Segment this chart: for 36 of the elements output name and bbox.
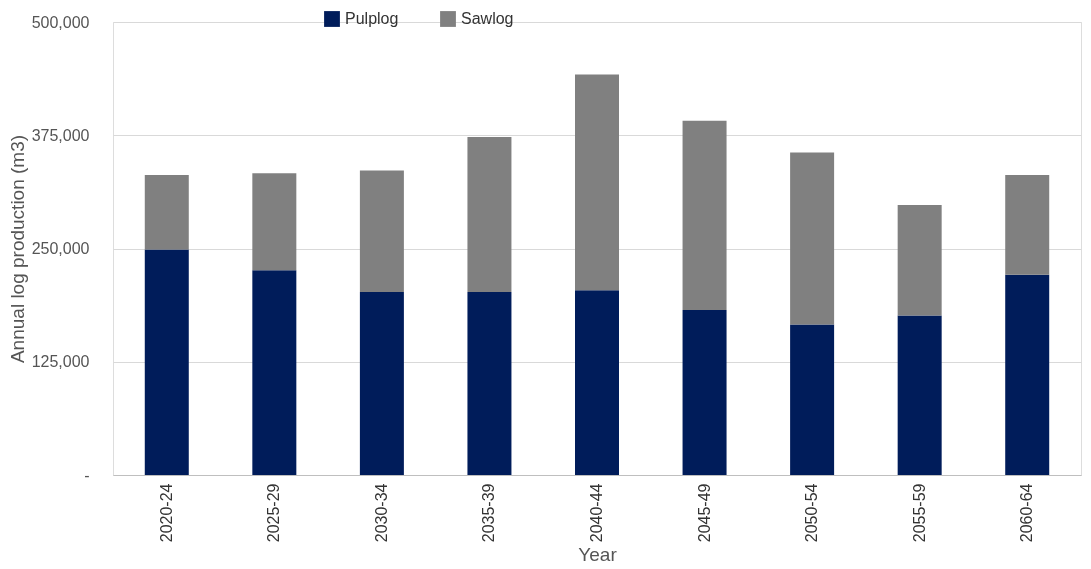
bar — [575, 74, 619, 291]
bar — [897, 205, 942, 316]
y-tick-label: - — [84, 466, 90, 484]
y-axis-title: Annual log production (m3) — [6, 134, 28, 364]
bar — [359, 170, 404, 292]
x-tick-label: 2030-34 — [372, 483, 390, 543]
x-tick-label: 2040-44 — [588, 483, 605, 543]
bar — [359, 291, 404, 475]
bar — [1005, 175, 1050, 275]
bar — [252, 270, 297, 475]
bar — [144, 249, 189, 475]
bar — [1005, 274, 1050, 475]
bar — [790, 324, 835, 475]
y-tick-label: 375,000 — [31, 126, 90, 144]
bar — [467, 291, 512, 475]
bar — [575, 290, 619, 475]
bar — [682, 120, 727, 311]
x-tick-label: 2055-59 — [910, 483, 928, 543]
bar — [897, 315, 942, 475]
bar — [790, 152, 835, 325]
legend-label: Pulplog — [345, 10, 399, 27]
bar — [144, 175, 189, 250]
bar — [682, 310, 727, 475]
x-tick-label: 2060-64 — [1018, 483, 1036, 543]
x-tick-label: 2020-24 — [157, 483, 175, 543]
x-axis-title: Year — [578, 544, 618, 566]
x-tick-label: 2045-49 — [695, 483, 713, 543]
legend-label: Sawlog — [461, 10, 514, 27]
y-tick-label: 500,000 — [31, 13, 90, 31]
y-tick-label: 125,000 — [31, 353, 90, 371]
y-tick-label: 250,000 — [31, 240, 90, 257]
x-tick-label: 2050-54 — [803, 483, 821, 543]
bar — [252, 173, 297, 271]
x-tick-label: 2025-29 — [265, 483, 283, 543]
bar — [467, 137, 512, 292]
x-tick-label: 2035-39 — [480, 483, 498, 543]
